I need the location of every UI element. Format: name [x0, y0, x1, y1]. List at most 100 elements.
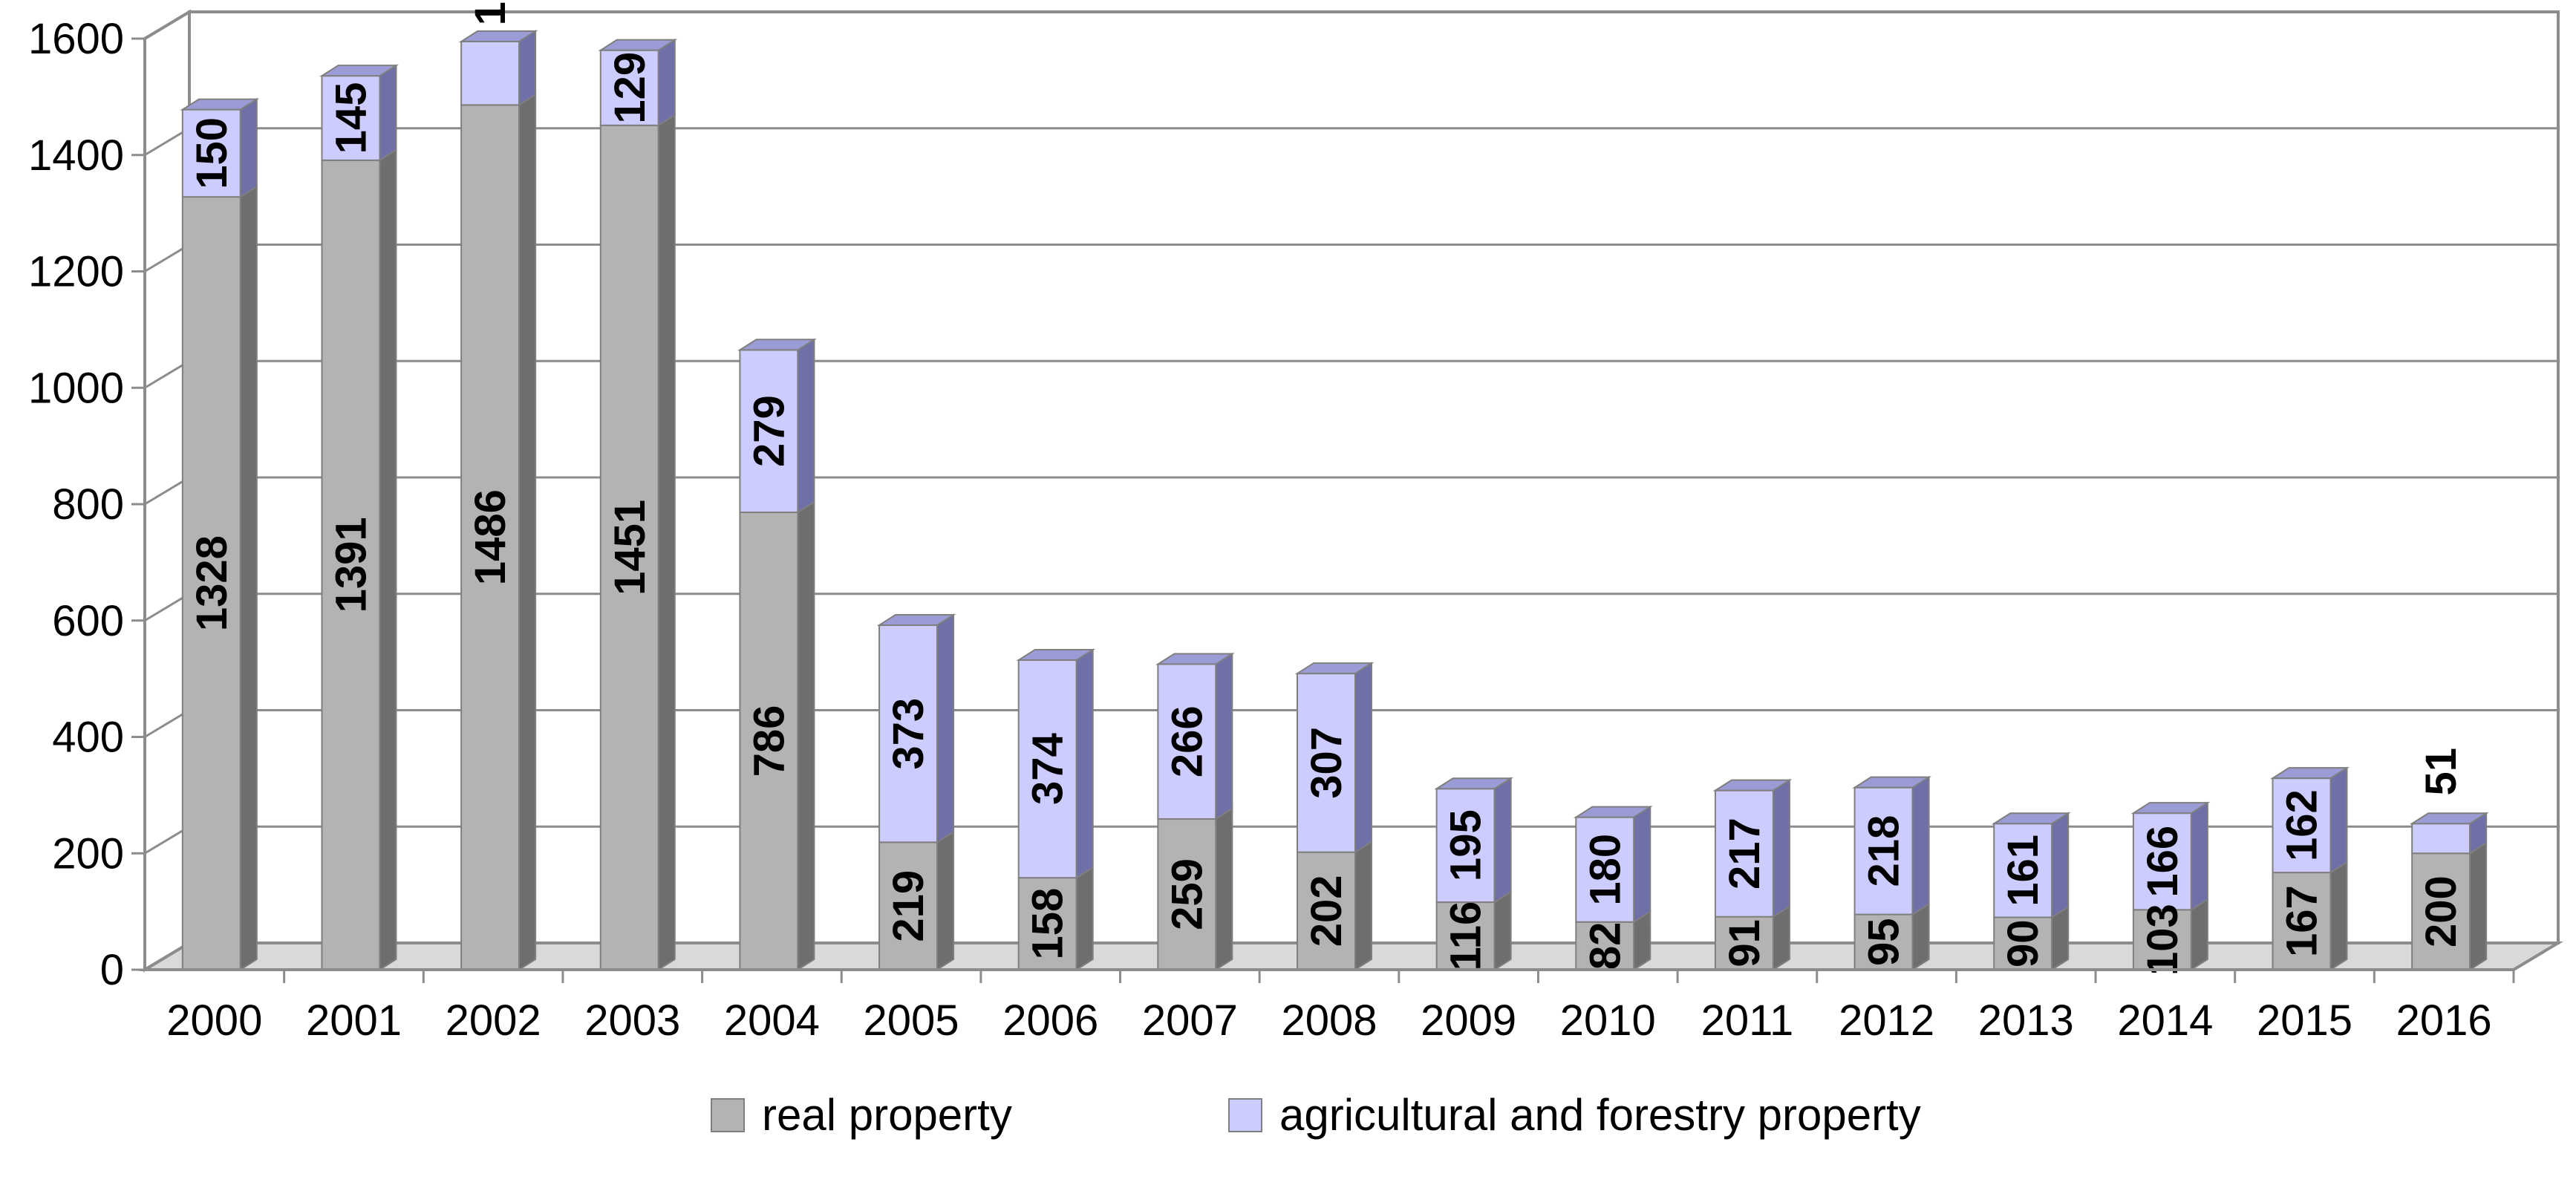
bar-agricultural [2270, 766, 2350, 874]
y-axis-ticks: 0 200 400 600 800 1000 1200 1400 1600 [28, 15, 146, 994]
bar-agricultural-top [598, 39, 678, 51]
x-tick-label: 2001 [306, 996, 402, 1045]
bars [180, 30, 2489, 971]
bar-agricultural [876, 613, 956, 844]
bar-real-property-side [2190, 898, 2208, 971]
bar-agricultural-top [458, 30, 538, 42]
bar-agricultural [458, 30, 538, 107]
legend: real property agricultural and forestry p… [711, 1090, 1921, 1140]
bar-real-property [181, 185, 258, 971]
x-tick-label: 2006 [1002, 996, 1098, 1045]
bar-real-property-side [1493, 890, 1512, 971]
bar-agricultural-top [1155, 653, 1235, 665]
legend-label: agricultural and forestry property [1279, 1090, 1921, 1140]
bar-agricultural [1016, 648, 1096, 879]
x-tick-label: 2010 [1560, 996, 1656, 1045]
bar-agricultural-front [1853, 786, 1914, 916]
bar-agricultural [1155, 652, 1235, 820]
bar-real-property [1575, 910, 1651, 971]
bar-agricultural-front [2411, 823, 2471, 855]
legend-swatch [711, 1098, 745, 1132]
bar-agricultural-side [518, 30, 537, 107]
bar-agricultural-side [1911, 775, 1930, 916]
bar-agricultural-side [1772, 778, 1790, 918]
data-label-real-property: 90 [1999, 919, 2047, 967]
bar-real-property-side [657, 113, 676, 971]
bar-agricultural [1434, 777, 1514, 904]
data-label-real-property: 1486 [466, 489, 515, 585]
bar-real-property [739, 500, 815, 971]
bar-agricultural-front [878, 624, 939, 843]
bar-agricultural-side [379, 64, 397, 162]
y-tick-label: 1600 [28, 15, 124, 63]
data-label-real-property: 82 [1581, 922, 1629, 970]
data-labels: 1328 150 1391 145 1486 109 1451 129 786 279 219 373… [188, 0, 2465, 976]
bar-real-property [878, 830, 955, 971]
bar-agricultural-top [1712, 779, 1793, 792]
bar-real-property-side [1354, 840, 1372, 971]
bar-agricultural-top [319, 65, 399, 77]
y-tick-label: 400 [52, 714, 124, 762]
x-axis-ticks: 2000 2001 2002 2003 2004 2005 2006 2007 2008 2009… [145, 968, 2515, 1045]
bar-real-property-front [739, 511, 799, 970]
y-tick-label: 200 [52, 829, 124, 878]
bar-agricultural-top [1573, 806, 1653, 818]
data-label-real-property: 95 [1860, 918, 1908, 967]
data-label-agricultural: 180 [1581, 834, 1629, 906]
data-label-agricultural: 217 [1721, 817, 1769, 890]
bar-agricultural [319, 64, 399, 162]
bar-agricultural-front [1157, 663, 1217, 820]
bar-agricultural-top [737, 339, 817, 351]
bar-real-property [1297, 840, 1372, 971]
data-label-agricultural: 279 [745, 395, 793, 467]
bar-agricultural [180, 97, 260, 199]
bar-real-property-side [1215, 807, 1233, 971]
y-tick-label: 600 [52, 597, 124, 645]
y-tick-label: 800 [52, 480, 124, 529]
bar-agricultural-front [1575, 816, 1635, 923]
bar-agricultural-top [2409, 812, 2489, 825]
data-label-real-property: 116 [1442, 901, 1490, 971]
data-label-agricultural: 161 [1999, 835, 2047, 907]
bar-agricultural-front [1297, 673, 1356, 853]
bar-real-property-side [797, 500, 815, 971]
bar-agricultural-side [1493, 777, 1512, 904]
bar-real-property [2411, 841, 2488, 971]
bar-agricultural [598, 38, 678, 127]
data-label-agricultural: 195 [1442, 809, 1490, 881]
x-tick-label: 2003 [584, 996, 680, 1045]
bar-real-property [2132, 898, 2208, 971]
bar-agricultural-top [876, 614, 956, 627]
bar-agricultural-top [180, 98, 260, 111]
x-tick-label: 2011 [1701, 996, 1794, 1045]
data-label-real-property: 219 [884, 870, 933, 942]
bar-agricultural-side [1633, 805, 1651, 924]
bar-agricultural-side [936, 613, 955, 844]
bar-agricultural-front [1017, 659, 1077, 879]
x-tick-label: 2014 [2117, 996, 2213, 1045]
bar-agricultural-side [1354, 662, 1372, 854]
bar-agricultural-top [1852, 776, 1932, 789]
data-label-real-property: 1451 [606, 500, 654, 595]
bar-agricultural [2409, 812, 2489, 855]
y-tick-label: 1200 [28, 248, 124, 296]
x-tick-label: 2005 [864, 996, 959, 1045]
bar-real-property [599, 113, 676, 971]
bar-agricultural-top [2270, 767, 2350, 780]
data-label-agricultural: 51 [2417, 748, 2465, 796]
bar-agricultural-front [2272, 777, 2332, 874]
y-tick-label: 1000 [28, 364, 124, 412]
bar-real-property-side [239, 185, 258, 971]
data-label-agricultural: 109 [466, 0, 515, 25]
bar-real-property-front [599, 124, 659, 970]
data-label-agricultural: 307 [1302, 727, 1351, 799]
x-tick-label: 2013 [1978, 996, 2074, 1045]
y-tick-label: 1400 [28, 131, 124, 180]
bar-real-property-front [878, 841, 939, 971]
bar-real-property [1157, 807, 1233, 971]
bar-agricultural-top [2130, 802, 2211, 815]
bar-real-property-side [518, 93, 537, 971]
bar-agricultural-top [1991, 812, 2071, 825]
